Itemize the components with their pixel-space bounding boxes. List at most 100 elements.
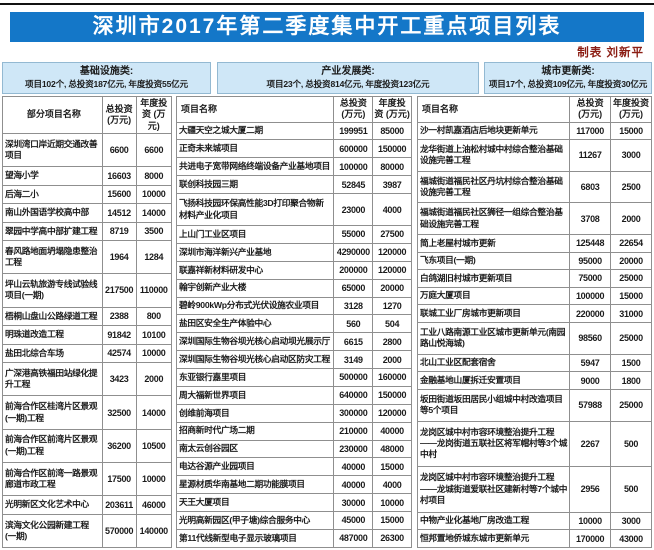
table-row: 南太云创谷园区 230000 48000 — [175, 439, 412, 459]
total-investment-cell: 95000 — [569, 251, 612, 271]
column-header-total: 总投资 (万元) — [569, 96, 612, 123]
column-header-total: 总投资 (万元) — [333, 96, 374, 123]
annual-investment-cell: 6600 — [135, 132, 172, 167]
project-name-cell: 大疆天空之城大厦二期 — [175, 121, 335, 141]
project-name-cell: 春风路地面坍塌隐患整治工程 — [2, 240, 103, 275]
table-row: 明珠道改造工程 91842 10100 — [2, 325, 172, 345]
total-investment-cell: 10000 — [569, 511, 612, 531]
project-name-cell: 翠园中学高中部扩建工程 — [2, 221, 103, 242]
total-investment-cell: 100000 — [569, 286, 612, 306]
annual-investment-cell: 15000 — [610, 286, 652, 306]
annual-investment-cell: 46000 — [135, 495, 172, 515]
table-row: 深圳国际生物谷坝光核心启动坝光展示厅 6615 2800 — [175, 332, 412, 352]
total-investment-cell: 230000 — [333, 439, 374, 459]
project-name-cell: 联嘉祥新材料研发中心 — [175, 260, 335, 280]
project-name-cell: 共进电子宽带网络终端设备产业基地项目 — [175, 157, 335, 177]
table-row: 飞东项目(一期) 95000 20000 — [416, 251, 652, 271]
table-row: 光明高新园区(甲子塘)综合服务中心 45000 15000 — [175, 511, 412, 530]
table-row: 龙岗区城中村市容环境整治提升工程——龙城街道爱联社区建新村等7个城中村项目 295… — [416, 466, 652, 513]
project-name-cell: 坂田街道坂田居民小组城中村改造项目等5个项目 — [416, 388, 571, 422]
table-header-row: 部分项目名称 总投资 (万元) 年度投资 (万元) — [2, 96, 172, 134]
annual-investment-cell: 15000 — [372, 511, 412, 530]
project-name-cell: 南山外国语学校高中部 — [2, 203, 103, 223]
project-name-cell: 盐田区安全生产体验中心 — [175, 314, 335, 334]
annual-investment-cell: 25000 — [610, 322, 652, 355]
project-name-cell: 深圳市海洋新兴产业基地 — [175, 242, 335, 262]
annual-investment-cell: 4000 — [372, 475, 412, 495]
table-row: 万庭大厦项目 100000 15000 — [416, 286, 652, 306]
project-name-cell: 深圳国际生物谷坝光核心启动坝光展示厅 — [175, 332, 335, 352]
annual-investment-cell: 8000 — [135, 165, 172, 186]
total-investment-cell: 14512 — [101, 203, 137, 223]
column-header-annual: 年度投资 (万元) — [135, 96, 172, 134]
total-investment-cell: 2956 — [569, 466, 612, 513]
annual-investment-cell: 140000 — [135, 513, 172, 549]
total-investment-cell: 36200 — [101, 428, 137, 463]
annual-investment-cell: 2000 — [135, 362, 172, 397]
total-investment-cell: 217500 — [101, 273, 137, 308]
table-header-row: 项目名称 总投资 (万元) 年度投资 (万元) — [175, 96, 412, 123]
table-row: 金融基地山厦拆迁安置项目 9000 1800 — [416, 371, 652, 390]
annual-investment-cell: 500 — [610, 420, 652, 468]
project-name-cell: 深圳国际生物谷坝光核心启动区防灾工程 — [175, 350, 335, 370]
column-header-annual: 年度投资 (万元) — [372, 96, 412, 123]
total-investment-cell: 75000 — [569, 269, 612, 288]
category-summary: 项目102个, 总投资187亿元, 年度投资55亿元 — [25, 79, 188, 89]
table-row: 第11代线新型电子显示玻璃项目 487000 26300 — [175, 528, 412, 549]
annual-investment-cell: 2000 — [610, 202, 652, 235]
table-row: 翠园中学高中部扩建工程 8719 3500 — [2, 221, 172, 242]
table-row: 正奇未来城项目 600000 150000 — [175, 139, 412, 159]
project-name-cell: 金融基地山厦拆迁安置项目 — [416, 371, 571, 390]
total-investment-cell: 500000 — [333, 368, 374, 387]
table-row: 盐田北综合车场 42574 10000 — [2, 343, 172, 364]
project-name-cell: 滨海文化公园新建工程(一期) — [2, 513, 103, 549]
project-name-cell: 正奇未来城项目 — [175, 139, 335, 159]
table-row: 光明新区文化艺术中心 203611 46000 — [2, 495, 172, 515]
annual-investment-cell: 80000 — [372, 157, 412, 177]
table-row: 望海小学 16603 8000 — [2, 165, 172, 186]
category-title: 基础设施类: — [79, 66, 134, 77]
annual-investment-cell: 160000 — [372, 368, 412, 387]
category-header-industry: 产业发展类: 项目23个, 总投资814亿元, 年度投资123亿元 — [217, 62, 479, 94]
project-name-cell: 南太云创谷园区 — [175, 439, 335, 459]
project-name-cell: 电达谷源产业园项目 — [175, 457, 335, 477]
annual-investment-cell: 14000 — [135, 203, 172, 223]
annual-investment-cell: 10000 — [135, 343, 172, 364]
total-investment-cell: 3423 — [101, 362, 137, 397]
table-row: 春风路地面坍塌隐患整治工程 1964 1284 — [2, 240, 172, 275]
annual-investment-cell: 3000 — [610, 139, 652, 172]
table-row: 飞扬科技园环保高性能3D打印聚合物新材料产业化项目 23000 4000 — [175, 192, 412, 227]
project-name-cell: 龙岗区城中村市容环境整治提升工程——龙城街道爱联社区建新村等7个城中村项目 — [416, 466, 571, 513]
annual-investment-cell: 3000 — [610, 511, 652, 531]
projects-table-industry: 项目名称 总投资 (万元) 年度投资 (万元) 大疆天空之城大厦二期 199951… — [175, 96, 412, 549]
table-row: 白鸽湖旧村城市更新项目 75000 25000 — [416, 269, 652, 288]
table-row: 龙华街道上油松村城中村综合整治基础设施完善工程 11267 3000 — [416, 139, 652, 172]
total-investment-cell: 40000 — [333, 457, 374, 477]
annual-investment-cell: 150000 — [372, 139, 412, 159]
project-name-cell: 联城工业厂房城市更新项目 — [416, 304, 571, 324]
annual-investment-cell: 1500 — [610, 353, 652, 373]
total-investment-cell: 45000 — [333, 511, 374, 530]
table-row: 碧岭900kWp分布式光伏设施农业项目 3128 1270 — [175, 296, 412, 316]
project-name-cell: 光明高新园区(甲子塘)综合服务中心 — [175, 511, 335, 530]
table-row: 广深港高铁福田站绿化提升工程 3423 2000 — [2, 362, 172, 397]
project-name-cell: 坪山云轨旅游专线试验线项目(一期) — [2, 273, 103, 308]
total-investment-cell: 570000 — [101, 513, 137, 549]
total-investment-cell: 3149 — [333, 350, 374, 370]
annual-investment-cell: 110000 — [135, 273, 172, 308]
project-name-cell: 光明新区文化艺术中心 — [2, 495, 103, 515]
project-name-cell: 周大福新世界项目 — [175, 385, 335, 405]
total-investment-cell: 32500 — [101, 395, 137, 430]
project-name-cell: 中物产业化基地厂房改造工程 — [416, 511, 571, 531]
total-investment-cell: 487000 — [333, 528, 374, 549]
annual-investment-cell: 10100 — [135, 325, 172, 345]
total-investment-cell: 200000 — [333, 260, 374, 280]
total-investment-cell: 170000 — [569, 529, 612, 548]
table-row: 中物产业化基地厂房改造工程 10000 3000 — [416, 511, 652, 531]
project-name-cell: 前海合作区桂湾片区景观(一期)工程 — [2, 395, 103, 430]
total-investment-cell: 2388 — [101, 306, 137, 327]
table-header-row: 项目名称 总投资 (万元) 年度投资 (万元) — [416, 96, 652, 123]
table-row: 梧桐山盘山公路绿道工程 2388 800 — [2, 306, 172, 327]
annual-investment-cell: 20000 — [610, 251, 652, 271]
category-title: 城市更新类: — [541, 66, 595, 77]
